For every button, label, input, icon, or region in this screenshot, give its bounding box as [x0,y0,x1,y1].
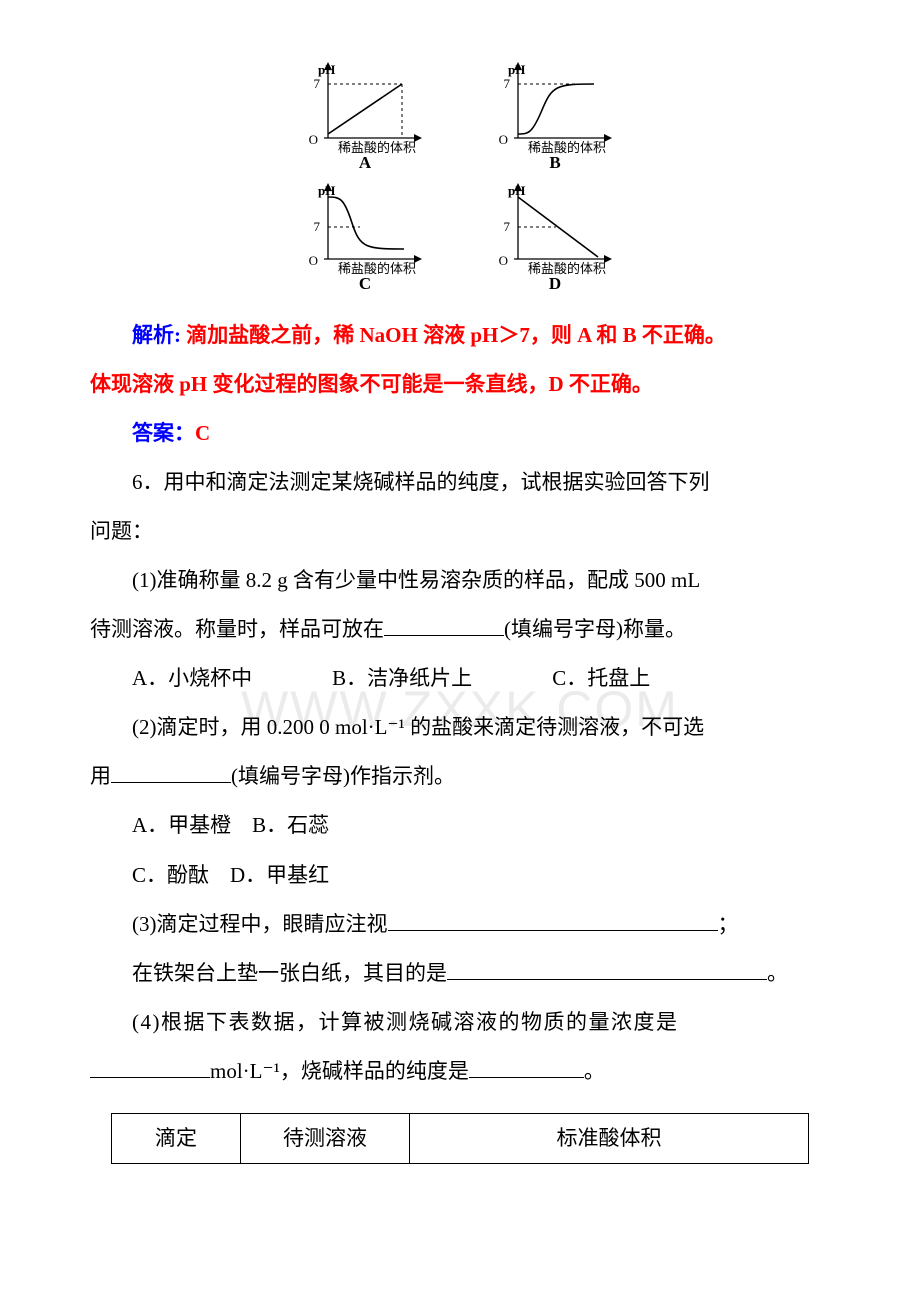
data-table: 滴定 待测溶液 标准酸体积 [111,1113,809,1165]
chart-C-letter: C [359,274,371,294]
svg-text:7: 7 [504,219,511,234]
chart-row-1: pH O 7 稀盐酸的体积 A pH O [300,60,620,173]
q6-p4b-mid: mol·L⁻¹，烧碱样品的纯度是 [210,1059,469,1083]
q6-p2b-pre: 用 [90,764,111,788]
q6-p3a-pre: (3)滴定过程中，眼睛应注视 [132,912,388,936]
q6-p3b-post: 。 [767,961,788,985]
answer-label: 答案： [132,421,195,445]
q6-p2b: 用 (填编号字母)作指示剂。 [90,755,830,798]
q6-p3b-pre: 在铁架台上垫一张白纸，其目的是 [132,961,447,985]
table-row: 滴定 待测溶液 标准酸体积 [112,1113,809,1164]
analysis-line1: 解析: 滴加盐酸之前，稀 NaOH 溶液 pH＞7，则 A 和 B 不正确。 [90,314,830,357]
analysis-text-1: 滴加盐酸之前，稀 NaOH 溶液 pH＞7，则 A 和 B 不正确。 [181,323,726,347]
svg-text:O: O [499,253,508,268]
svg-text:稀盐酸的体积: 稀盐酸的体积 [338,261,416,276]
chart-D: pH O 7 稀盐酸的体积 D [490,181,620,294]
chart-A: pH O 7 稀盐酸的体积 A [300,60,430,173]
chart-D-svg: pH O 7 稀盐酸的体积 [490,181,620,276]
blank-5 [90,1056,210,1078]
chart-C: pH O 7 稀盐酸的体积 C [300,181,430,294]
svg-text:7: 7 [314,76,321,91]
blank-4 [447,958,767,980]
svg-text:pH: pH [318,62,335,77]
blank-6 [469,1056,584,1078]
svg-text:pH: pH [508,62,525,77]
q6-p4a: (4)根据下表数据，计算被测烧碱溶液的物质的量浓度是 [90,1001,830,1044]
q6-p4b: mol·L⁻¹，烧碱样品的纯度是 。 [90,1050,830,1093]
chart-grid: pH O 7 稀盐酸的体积 A pH O [90,60,830,294]
q6-p3a: (3)滴定过程中，眼睛应注视 ； [90,903,830,946]
chart-B-svg: pH O 7 稀盐酸的体积 [490,60,620,155]
q6-p4b-post: 。 [584,1059,605,1083]
blank-3 [388,909,718,931]
svg-text:O: O [499,132,508,147]
chart-A-svg: pH O 7 稀盐酸的体积 [300,60,430,155]
chart-row-2: pH O 7 稀盐酸的体积 C pH O 7 [300,181,620,294]
table-h1: 滴定 [112,1113,241,1164]
q6-p1b-pre: 待测溶液。称量时，样品可放在 [90,617,384,641]
q6-p2b-post: (填编号字母)作指示剂。 [231,764,455,788]
q6-p1a: (1)准确称量 8.2 g 含有少量中性易溶杂质的样品，配成 500 mL [90,559,830,602]
blank-1 [384,614,504,636]
answer-value: C [195,421,210,445]
q6-p1b: 待测溶液。称量时，样品可放在 (填编号字母)称量。 [90,608,830,651]
analysis-line2: 体现溶液 pH 变化过程的图象不可能是一条直线，D 不正确。 [90,363,830,406]
q6-opts2-ab: A．甲基橙 B．石蕊 [90,804,830,847]
svg-text:稀盐酸的体积: 稀盐酸的体积 [528,261,606,276]
svg-text:稀盐酸的体积: 稀盐酸的体积 [528,140,606,155]
q6-p3a-post: ； [718,912,739,936]
chart-B: pH O 7 稀盐酸的体积 B [490,60,620,173]
svg-text:稀盐酸的体积: 稀盐酸的体积 [338,140,416,155]
q6-p3b: 在铁架台上垫一张白纸，其目的是 。 [90,952,830,995]
q6-opt1-c: C．托盘上 [552,666,650,690]
q6-p2a: (2)滴定时，用 0.200 0 mol·L⁻¹ 的盐酸来滴定待测溶液，不可选 [90,706,830,749]
chart-D-letter: D [549,274,561,294]
analysis-text-2: 体现溶液 pH 变化过程的图象不可能是一条直线，D 不正确。 [90,372,653,396]
svg-text:O: O [309,132,318,147]
q6-opt1-b: B．洁净纸片上 [332,666,472,690]
svg-text:O: O [309,253,318,268]
svg-text:pH: pH [508,183,525,198]
q6-stem-1: 6．用中和滴定法测定某烧碱样品的纯度，试根据实验回答下列 [90,461,830,504]
svg-text:7: 7 [314,219,321,234]
svg-text:pH: pH [318,183,335,198]
analysis-label: 解析: [132,323,181,347]
q6-opts1: A．小烧杯中 B．洁净纸片上 C．托盘上 [90,657,830,700]
q6-opts2-cd: C．酚酞 D．甲基红 [90,854,830,897]
blank-2 [111,761,231,783]
chart-A-letter: A [359,153,371,173]
svg-text:7: 7 [504,76,511,91]
table-h2: 待测溶液 [241,1113,410,1164]
chart-C-svg: pH O 7 稀盐酸的体积 [300,181,430,276]
chart-B-letter: B [549,153,560,173]
q6-opt1-a: A．小烧杯中 [132,666,252,690]
q6-p1b-post: (填编号字母)称量。 [504,617,686,641]
q6-stem-2: 问题： [90,510,830,553]
answer-line: 答案：C [90,412,830,455]
table-h3: 标准酸体积 [410,1113,809,1164]
